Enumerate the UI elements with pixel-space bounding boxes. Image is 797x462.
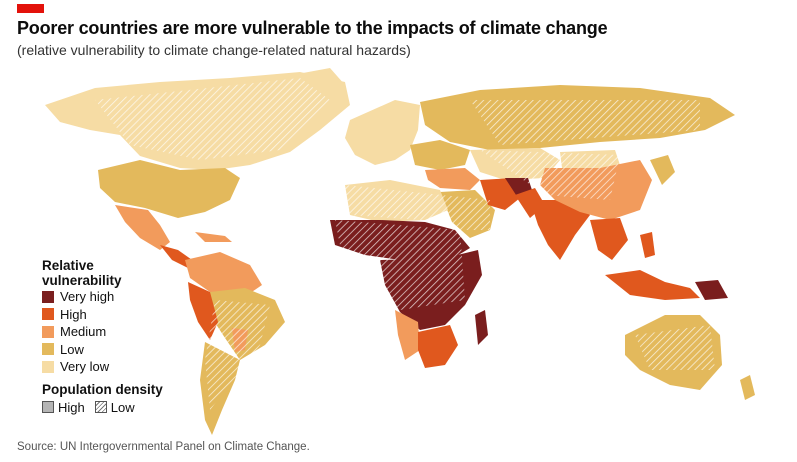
region-turkey-middle-east [425, 168, 480, 190]
region-indonesia [605, 270, 700, 300]
region-europe-west [345, 100, 420, 165]
chart-subtitle: (relative vulnerability to climate chang… [17, 42, 411, 58]
hatch-south-america [205, 300, 270, 410]
region-peru-bolivia [188, 282, 218, 340]
legend-swatch-medium [42, 325, 54, 338]
legend-title-line2: vulnerability [42, 273, 122, 288]
density-label-low: Low [110, 399, 135, 415]
legend-swatch-low [42, 343, 54, 356]
region-mexico [115, 205, 170, 250]
hatch-australia [635, 325, 715, 370]
hatch-sahel-central-africa [335, 220, 465, 310]
region-europe-east [410, 140, 470, 170]
region-southeast-asia [590, 218, 628, 260]
legend-title-line1: Relative [42, 258, 94, 273]
chart-title: Poorer countries are more vulnerable to … [17, 18, 608, 38]
map-legend: Relative vulnerability Very high High Me… [42, 258, 163, 415]
density-label-high: High [58, 399, 85, 415]
source-note: Source: UN Intergovernmental Panel on Cl… [17, 441, 310, 453]
legend-item-high: High [42, 306, 163, 324]
legend-swatch-very-low [42, 360, 54, 373]
region-caribbean [195, 232, 232, 242]
legend-label-very-low: Very low [60, 359, 110, 375]
region-korea-japan [650, 155, 675, 185]
hatch-sahara-arabia [345, 185, 490, 230]
legend-label-very-high: Very high [60, 289, 115, 305]
density-legend-items: High Low [42, 400, 163, 415]
region-papua [695, 280, 728, 300]
legend-item-low: Low [42, 341, 163, 359]
hatch-central-asia [480, 150, 620, 200]
region-southern-africa [418, 325, 458, 368]
world-map [45, 68, 755, 435]
legend-swatch-high [42, 308, 54, 321]
brand-accent-bar [17, 4, 44, 13]
legend-item-very-high: Very high [42, 288, 163, 306]
density-swatch-high [42, 401, 54, 413]
density-legend-title: Population density [42, 381, 163, 397]
density-swatch-low [94, 401, 107, 413]
legend-label-high: High [60, 306, 87, 322]
region-philippines [640, 232, 655, 258]
region-india [530, 200, 590, 260]
legend-item-very-low: Very low [42, 358, 163, 376]
hatch-russia [470, 100, 700, 145]
legend-label-low: Low [60, 341, 84, 357]
region-south-america-north [185, 252, 262, 300]
region-angola-namibia [395, 310, 420, 360]
legend-item-medium: Medium [42, 323, 163, 341]
region-new-zealand [740, 375, 755, 400]
region-usa [98, 160, 240, 218]
region-madagascar [475, 310, 488, 345]
legend-swatch-very-high [42, 290, 54, 303]
hatch-canada [95, 78, 330, 160]
legend-label-medium: Medium [60, 324, 107, 340]
